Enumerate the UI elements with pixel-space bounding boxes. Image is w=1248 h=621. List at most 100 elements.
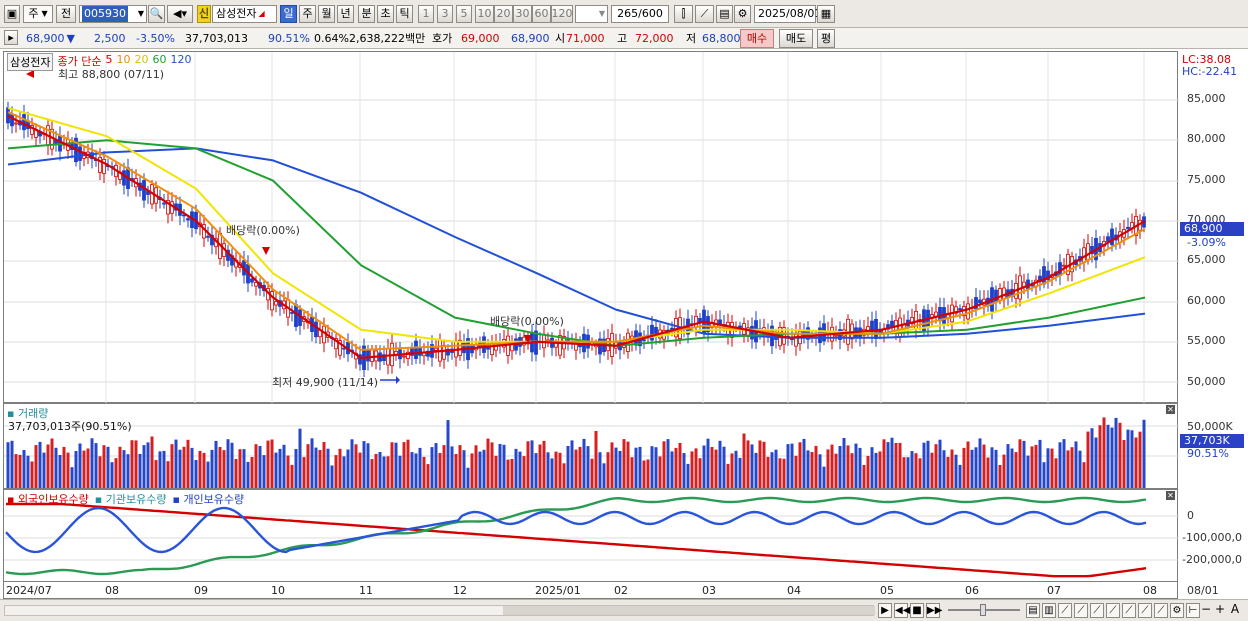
close-icon[interactable]: ✕ xyxy=(1166,491,1175,500)
candle-body xyxy=(314,321,318,338)
draw-tool-icon-7[interactable]: ⟋ xyxy=(1154,603,1168,618)
interval-20[interactable]: 20 xyxy=(494,5,513,23)
close-icon[interactable]: ✕ xyxy=(1166,405,1175,414)
interval-30[interactable]: 30 xyxy=(513,5,532,23)
stop-icon[interactable]: ■ xyxy=(910,603,924,618)
sell-button[interactable]: 매도 xyxy=(779,29,813,48)
range-count-value: 265 xyxy=(617,7,639,20)
quote-menu-icon[interactable]: ▸ xyxy=(4,30,18,45)
quote-open: 71,000 xyxy=(566,32,605,45)
horizontal-scrollbar[interactable] xyxy=(4,605,875,616)
chart-tool-icon-2[interactable]: ▥ xyxy=(1042,603,1056,618)
volume-bar xyxy=(750,444,754,488)
interval-10[interactable]: 10 xyxy=(475,5,494,23)
zoom-out-icon[interactable]: − xyxy=(1200,602,1212,616)
tab-period-year[interactable]: 년 xyxy=(337,5,354,23)
price-chart-pane[interactable]: 삼성전자 종가 단순 5 10 20 60 120 최고 88,800 (07/… xyxy=(3,51,1179,404)
volume-bar xyxy=(1094,437,1098,488)
volume-bar xyxy=(34,445,38,488)
settings-tool-icon[interactable]: ⚙ xyxy=(1170,603,1184,618)
volume-bar xyxy=(126,454,130,488)
volume-bar xyxy=(1034,444,1038,488)
volume-bar xyxy=(186,439,190,488)
date-field[interactable]: 2025/08/01 xyxy=(754,5,821,23)
interval-3-label: 3 xyxy=(441,7,449,20)
tab-period-second[interactable]: 초 xyxy=(377,5,394,23)
stock-name-field[interactable]: 삼성전자 ◢ xyxy=(212,5,277,23)
calendar-icon[interactable]: ▦ xyxy=(817,5,835,23)
volume-pane[interactable]: ▪ 거래량 37,703,013주(90.51%) ✕ xyxy=(3,403,1179,489)
quote-bid: 69,000 xyxy=(461,32,500,45)
holding-pane[interactable]: ▪ 외국인보유수량 ▪ 기관보유수량 ▪ 개인보유수량 ✕ xyxy=(3,489,1179,582)
interval-3[interactable]: 3 xyxy=(437,5,453,23)
volume-bar xyxy=(366,443,370,488)
volume-bar xyxy=(598,452,602,488)
draw-tool-icon-6[interactable]: ⟋ xyxy=(1138,603,1152,618)
volume-bar xyxy=(70,467,74,488)
candle-body xyxy=(142,180,146,201)
x-label: 09 xyxy=(194,584,208,597)
volume-bar xyxy=(374,453,378,488)
x-label: 07 xyxy=(1047,584,1061,597)
zoom-in-icon[interactable]: + xyxy=(1214,602,1226,616)
interval-120[interactable]: 120 xyxy=(551,5,573,23)
sound-icon[interactable]: ◀▾ xyxy=(167,5,193,23)
volume-bar xyxy=(234,459,238,488)
save-icon[interactable]: ▤ xyxy=(716,5,733,23)
interval-5[interactable]: 5 xyxy=(456,5,472,23)
volume-bar xyxy=(550,458,554,488)
zoom-slider-handle[interactable] xyxy=(980,604,986,616)
interval-1[interactable]: 1 xyxy=(418,5,434,23)
candle-body xyxy=(998,288,1002,301)
candle-body xyxy=(78,146,82,161)
rewind-icon[interactable]: ◀◀ xyxy=(894,603,911,618)
scroll-right-icon[interactable]: ▶ xyxy=(878,603,892,618)
volume-bar xyxy=(590,458,594,488)
tab-period-month[interactable]: 월 xyxy=(318,5,335,23)
tab-period-minute[interactable]: 분 xyxy=(358,5,375,23)
volume-bar xyxy=(470,453,474,488)
draw-tool-icon-5[interactable]: ⟋ xyxy=(1122,603,1136,618)
volume-bar xyxy=(978,438,982,488)
volume-bar xyxy=(1062,439,1066,488)
gear-icon[interactable]: ⚙ xyxy=(734,5,751,23)
candle-body xyxy=(650,324,654,341)
stock-code-input[interactable]: 005930 ▼ xyxy=(79,5,147,23)
volume-bar xyxy=(94,443,98,488)
chart-tool-icon[interactable]: ▤ xyxy=(1026,603,1040,618)
volume-bar xyxy=(510,459,514,488)
draw-tool-icon-2[interactable]: ⟋ xyxy=(1074,603,1088,618)
tab-period-day[interactable]: 일 xyxy=(280,5,297,23)
volume-bar xyxy=(770,452,774,488)
interval-custom-input[interactable]: ▼ xyxy=(575,5,608,23)
zoom-reset-icon[interactable]: ⊢ xyxy=(1186,603,1200,618)
tab-period-tick[interactable]: 틱 xyxy=(396,5,413,23)
interval-20-label: 20 xyxy=(496,7,511,20)
search-icon[interactable]: 🔍 xyxy=(148,5,165,23)
font-size-icon[interactable]: A xyxy=(1230,602,1240,616)
period-selector[interactable]: 주 ▼ xyxy=(23,5,53,23)
volume-bar xyxy=(46,444,50,488)
quote-vol-ratio: 90.51% xyxy=(268,32,310,45)
prev-button[interactable]: 전 xyxy=(56,5,76,23)
tab-period-week[interactable]: 주 xyxy=(299,5,316,23)
draw-line-icon[interactable]: ⟋ xyxy=(695,5,714,23)
volume-bar xyxy=(214,440,218,488)
volume-bar xyxy=(438,453,442,488)
y-tick-55000: 55,000 xyxy=(1187,334,1226,347)
draw-tool-icon-4[interactable]: ⟋ xyxy=(1106,603,1120,618)
volume-bar xyxy=(314,447,318,488)
candle-type-icon[interactable]: ⫿ xyxy=(674,5,693,23)
draw-tool-icon[interactable]: ⟋ xyxy=(1058,603,1072,618)
buy-button[interactable]: 매수 xyxy=(740,29,774,48)
quote-bar: ▸ xyxy=(0,28,1248,49)
volume-bar xyxy=(422,456,426,488)
range-count-field[interactable]: 265/600 xyxy=(611,5,669,23)
forward-icon[interactable]: ▶▶ xyxy=(926,603,943,618)
draw-tool-icon-3[interactable]: ⟋ xyxy=(1090,603,1104,618)
chevron-down-icon: ▼ xyxy=(598,9,605,18)
eval-button[interactable]: 평 xyxy=(817,29,835,48)
interval-60[interactable]: 60 xyxy=(532,5,551,23)
scrollbar-thumb[interactable] xyxy=(503,606,875,615)
chart-menu-icon[interactable]: ▣ xyxy=(4,5,20,23)
